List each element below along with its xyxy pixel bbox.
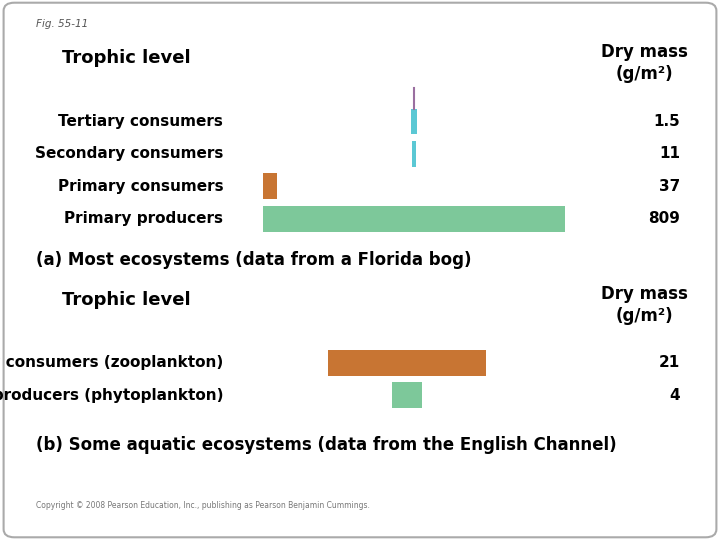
Text: Secondary consumers: Secondary consumers xyxy=(35,146,223,161)
Text: 4: 4 xyxy=(670,388,680,403)
Text: (b) Some aquatic ecosystems (data from the English Channel): (b) Some aquatic ecosystems (data from t… xyxy=(36,436,616,454)
FancyBboxPatch shape xyxy=(4,3,716,537)
Text: 21: 21 xyxy=(659,355,680,370)
Text: Tertiary consumers: Tertiary consumers xyxy=(58,114,223,129)
Text: Fig. 55-11: Fig. 55-11 xyxy=(36,19,89,29)
Bar xyxy=(412,141,416,167)
Text: (a) Most ecosystems (data from a Florida bog): (a) Most ecosystems (data from a Florida… xyxy=(36,251,472,269)
Bar xyxy=(392,382,422,408)
Text: Dry mass
(g/m²): Dry mass (g/m²) xyxy=(601,285,688,325)
Text: 11: 11 xyxy=(660,146,680,161)
Text: Primary consumers (zooplankton): Primary consumers (zooplankton) xyxy=(0,355,223,370)
Bar xyxy=(411,109,417,134)
Text: Trophic level: Trophic level xyxy=(62,49,190,66)
Bar xyxy=(263,173,276,199)
Text: Copyright © 2008 Pearson Education, Inc., publishing as Pearson Benjamin Cumming: Copyright © 2008 Pearson Education, Inc.… xyxy=(36,501,370,510)
Text: Trophic level: Trophic level xyxy=(62,291,190,308)
Bar xyxy=(263,206,565,232)
Text: Primary producers (phytoplankton): Primary producers (phytoplankton) xyxy=(0,388,223,403)
Text: 37: 37 xyxy=(659,179,680,194)
Text: Primary producers: Primary producers xyxy=(64,211,223,226)
Text: 1.5: 1.5 xyxy=(654,114,680,129)
Text: Dry mass
(g/m²): Dry mass (g/m²) xyxy=(601,43,688,83)
Bar xyxy=(328,350,486,376)
Text: 809: 809 xyxy=(649,211,680,226)
Text: Primary consumers: Primary consumers xyxy=(58,179,223,194)
